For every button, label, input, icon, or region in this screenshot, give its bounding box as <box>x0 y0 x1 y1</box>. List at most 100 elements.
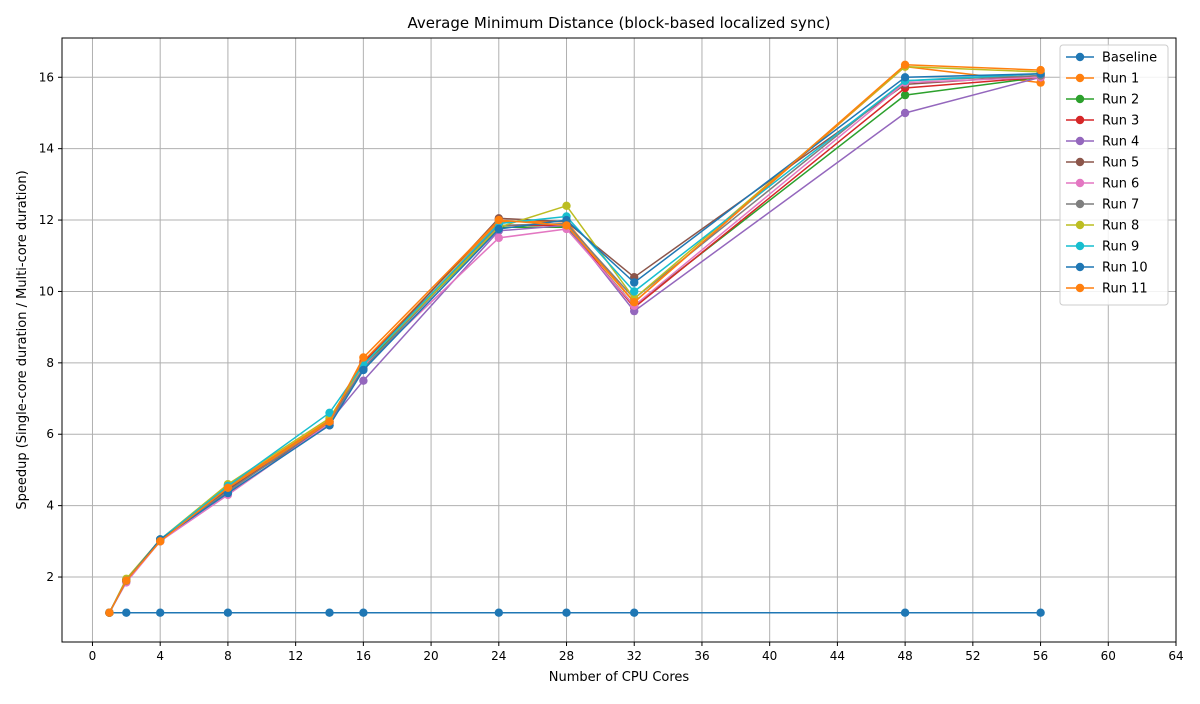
x-tick-label: 0 <box>89 649 97 663</box>
data-point <box>359 376 368 385</box>
data-point <box>494 215 503 225</box>
data-point <box>630 287 639 296</box>
legend-label: Run 8 <box>1102 219 1139 234</box>
data-point <box>1036 65 1045 75</box>
y-tick-label: 12 <box>39 213 54 227</box>
y-tick-label: 2 <box>46 570 54 584</box>
data-point <box>359 353 368 362</box>
data-point <box>630 608 639 617</box>
legend: Baseline Run 1 Run 2 Run 3 Run 4 Run 5 Run 6 Ru… <box>1059 44 1169 306</box>
series-run-3 <box>105 73 1045 617</box>
series-baseline <box>105 608 1045 617</box>
legend-marker <box>1075 94 1085 104</box>
legend-item: Run 1 <box>1066 72 1139 87</box>
x-tick-label: 4 <box>156 649 164 663</box>
data-point <box>630 298 639 307</box>
data-point <box>105 608 114 617</box>
legend-item: Run 3 <box>1066 114 1139 129</box>
legend-marker <box>1075 178 1085 188</box>
legend-label: Run 9 <box>1102 240 1139 255</box>
x-tick-label: 40 <box>762 649 777 663</box>
series-run-11 <box>105 60 1045 617</box>
data-point <box>325 417 334 426</box>
legend-marker <box>1075 52 1085 62</box>
series-run-5 <box>105 71 1045 617</box>
legend-item: Run 10 <box>1066 261 1148 276</box>
legend-item: Run 11 <box>1066 282 1148 297</box>
x-tick-label: 36 <box>694 649 709 663</box>
legend-item: Run 2 <box>1066 93 1139 108</box>
legend-item: Run 4 <box>1066 135 1139 150</box>
y-tick-label: 8 <box>46 356 54 370</box>
x-tick-label: 12 <box>288 649 303 663</box>
data-point <box>630 278 639 287</box>
x-tick-label: 28 <box>559 649 574 663</box>
data-point <box>900 60 910 69</box>
series-line <box>108 76 1041 614</box>
legend-item: Run 7 <box>1066 198 1139 213</box>
series-layer <box>105 60 1045 617</box>
legend-label: Run 11 <box>1102 282 1148 297</box>
data-point <box>325 408 334 417</box>
legend-label: Run 3 <box>1102 114 1139 129</box>
data-point <box>900 608 910 617</box>
data-point <box>562 201 571 210</box>
axes-layer: 0 4 8 12 16 20 24 28 32 36 40 44 48 52 56 60 64246810121… <box>39 37 1184 663</box>
y-axis-label: Speedup (Single-core duration / Multi-co… <box>15 170 30 509</box>
data-point <box>223 483 233 492</box>
data-point <box>156 537 165 546</box>
series-line <box>108 76 1041 614</box>
data-point <box>122 608 131 617</box>
x-tick-label: 52 <box>965 649 980 663</box>
legend-marker <box>1075 220 1085 230</box>
x-axis-label: Number of CPU Cores <box>549 670 690 685</box>
legend-label: Run 7 <box>1102 198 1139 213</box>
y-tick-label: 16 <box>39 70 54 84</box>
x-tick-label: 48 <box>897 649 912 663</box>
series-line <box>108 72 1041 614</box>
legend-item: Baseline <box>1066 51 1157 66</box>
series-line <box>108 64 1041 614</box>
legend-item: Run 6 <box>1066 177 1139 192</box>
x-tick-label: 32 <box>627 649 642 663</box>
legend-marker <box>1075 283 1085 293</box>
legend-label: Run 4 <box>1102 135 1139 150</box>
x-tick-label: 16 <box>356 649 371 663</box>
y-tick-label: 10 <box>39 284 54 298</box>
data-point <box>494 608 503 617</box>
x-tick-label: 56 <box>1033 649 1048 663</box>
data-point <box>494 233 503 243</box>
x-tick-label: 24 <box>491 649 506 663</box>
series-run-1 <box>105 62 1045 617</box>
series-run-2 <box>105 73 1045 617</box>
data-point <box>223 608 233 617</box>
data-point <box>494 224 503 234</box>
legend-label: Run 6 <box>1102 177 1139 192</box>
y-tick-label: 4 <box>46 499 54 513</box>
series-run-10 <box>105 69 1045 617</box>
series-run-4 <box>105 73 1045 617</box>
data-point <box>562 608 571 617</box>
data-point <box>122 576 131 585</box>
x-tick-label: 64 <box>1168 649 1183 663</box>
y-tick-label: 14 <box>39 142 54 156</box>
legend-label: Run 1 <box>1102 72 1139 87</box>
legend-item: Run 9 <box>1066 240 1139 255</box>
data-point <box>900 90 910 100</box>
x-tick-label: 60 <box>1101 649 1116 663</box>
series-run-7 <box>105 71 1045 617</box>
data-point <box>156 608 165 617</box>
data-point <box>359 608 368 617</box>
series-line <box>108 72 1041 614</box>
legend-marker <box>1075 73 1085 83</box>
legend-item: Run 5 <box>1066 156 1139 171</box>
data-point <box>1036 608 1045 617</box>
legend-item: Run 8 <box>1066 219 1139 234</box>
data-point <box>325 608 334 617</box>
data-point <box>900 108 910 118</box>
legend-label: Run 10 <box>1102 261 1148 276</box>
series-run-9 <box>105 69 1045 617</box>
data-point <box>359 365 368 375</box>
legend-marker <box>1075 241 1085 251</box>
